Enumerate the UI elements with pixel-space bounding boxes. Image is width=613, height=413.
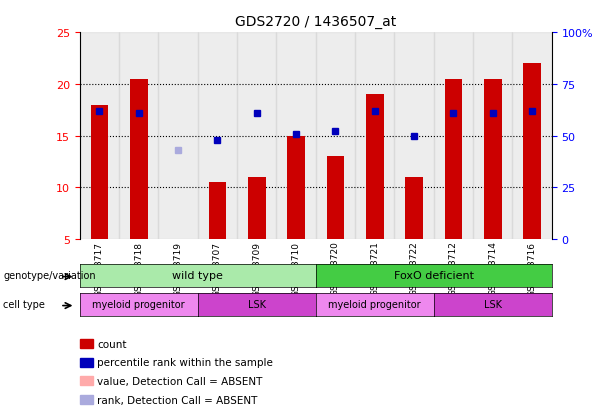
Text: FoxO deficient: FoxO deficient [394,271,474,281]
Bar [394,33,434,240]
Bar [316,33,355,240]
Bar [366,95,384,240]
Text: myeloid progenitor: myeloid progenitor [329,299,421,310]
Bar [444,79,462,240]
Bar [512,33,552,240]
Bar [80,339,93,348]
Text: genotype/variation: genotype/variation [3,271,96,281]
Bar [327,157,345,240]
Bar [130,79,148,240]
Text: wild type: wild type [172,271,223,281]
Text: value, Detection Call = ABSENT: value, Detection Call = ABSENT [97,376,262,386]
Bar [80,395,93,404]
Text: count: count [97,339,127,349]
Bar [80,33,119,240]
Bar [80,377,93,385]
Bar [276,33,316,240]
Title: GDS2720 / 1436507_at: GDS2720 / 1436507_at [235,15,397,29]
Bar [169,240,187,286]
Bar [237,33,276,240]
Text: LSK: LSK [248,299,265,310]
Text: rank, Detection Call = ABSENT: rank, Detection Call = ABSENT [97,394,257,405]
Bar [405,178,423,240]
Bar [80,358,93,367]
Bar [119,33,158,240]
Text: LSK: LSK [484,299,501,310]
Bar [355,33,394,240]
Bar [158,33,198,240]
Text: percentile rank within the sample: percentile rank within the sample [97,357,273,368]
Text: cell type: cell type [3,299,45,310]
Bar [197,33,237,240]
Bar [287,136,305,240]
Bar [208,183,226,240]
Bar [473,33,512,240]
Bar [434,33,473,240]
Bar [91,105,109,240]
Text: myeloid progenitor: myeloid progenitor [93,299,185,310]
Bar [484,79,501,240]
Bar [248,178,265,240]
Bar [523,64,541,240]
